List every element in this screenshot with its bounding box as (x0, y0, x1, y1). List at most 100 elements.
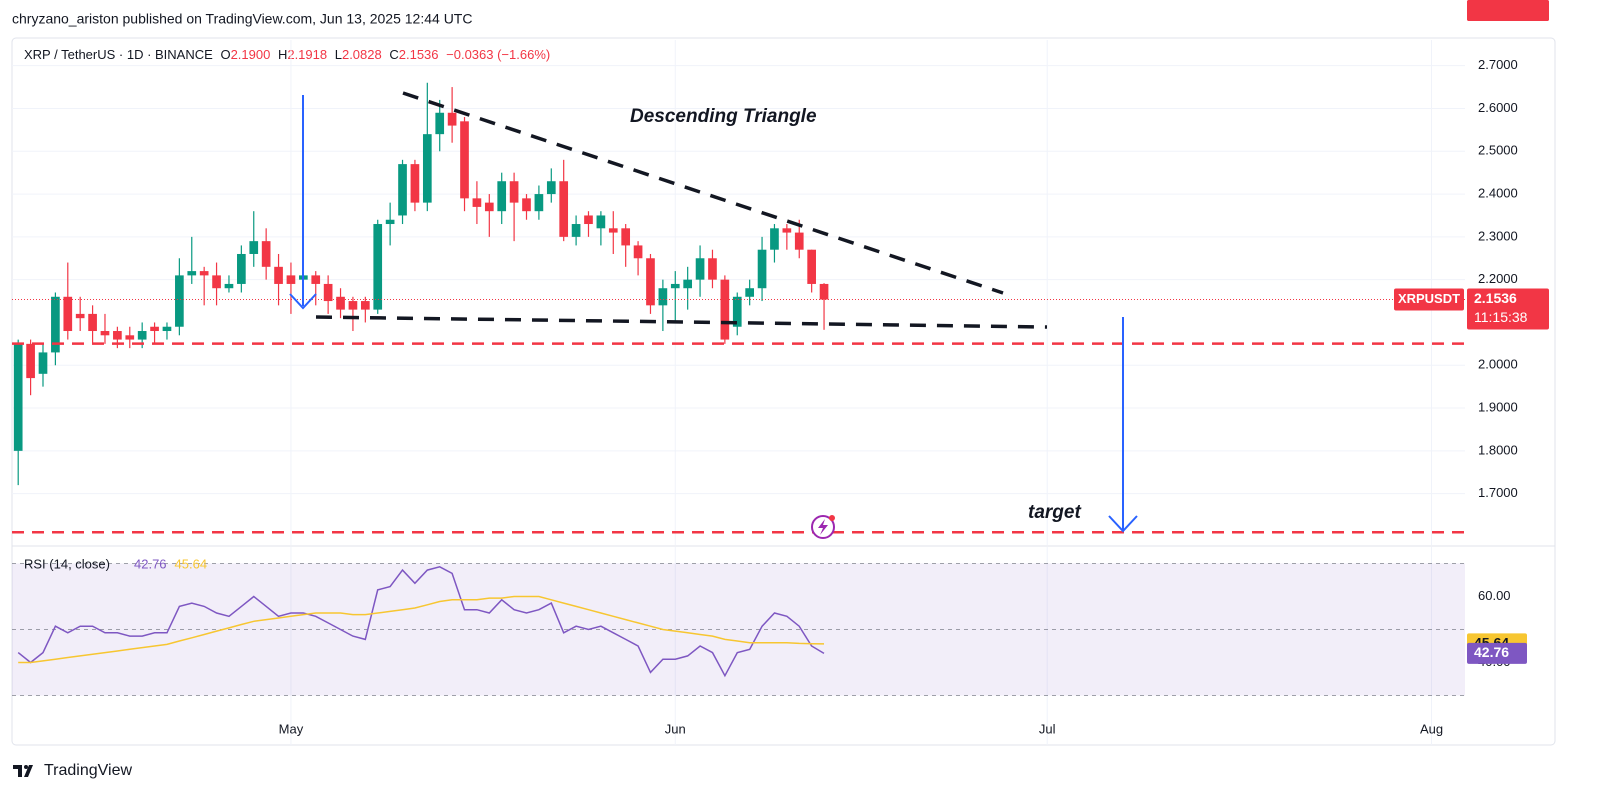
candle-body (348, 301, 358, 310)
y-tick-label: 2.0000 (1478, 357, 1518, 372)
candle-body (509, 181, 519, 203)
rsi-legend-value: 45.64 (175, 556, 208, 571)
candle-body (113, 331, 122, 340)
candle-body (162, 326, 172, 332)
candle-body (274, 266, 283, 284)
candle-body (584, 215, 593, 225)
rsi-line (18, 595, 825, 664)
candle-body (422, 134, 432, 203)
legend-value: 2.1900 (231, 47, 271, 62)
event-dot (829, 515, 835, 521)
candle-body (658, 288, 668, 306)
candle-body (75, 313, 85, 319)
rsi-line (17, 565, 825, 678)
y-tick-label: 2.2000 (1478, 271, 1518, 286)
candle-body (720, 279, 730, 340)
y-tick-label: 2.5000 (1478, 143, 1518, 158)
candle-body (187, 271, 197, 276)
rsi-tag-bg (1467, 642, 1527, 664)
candle-body (646, 258, 655, 306)
candle-body (261, 241, 271, 267)
level-tag: 1.6097 (1474, 523, 1517, 539)
candle-body (373, 224, 383, 310)
candle-body (38, 352, 48, 374)
symbol-legend: XRP / TetherUS · 1D · BINANCE O2.1900 H2… (24, 47, 550, 62)
target-label: target (1028, 502, 1081, 523)
candle-body (63, 296, 73, 332)
candle-body (311, 275, 321, 284)
price-tag-bg (1467, 288, 1549, 330)
arrow-head (1108, 515, 1138, 533)
candle-body (125, 335, 135, 340)
arrow-head (289, 293, 317, 310)
logo-mark (13, 765, 33, 777)
level-tag-bg (1467, 0, 1549, 21)
price-tag: 2.1536 (1474, 290, 1517, 306)
y-tick-label: 2.7000 (1478, 57, 1518, 72)
brand-name: TradingView (44, 762, 132, 779)
candle-body (212, 275, 221, 289)
legend-change: −0.0363 (−1.66%) (446, 47, 550, 62)
rsi-title: RSI (14, close) (24, 556, 110, 571)
symbol-tag: XRPUSDT (1398, 291, 1460, 306)
candle-body (336, 296, 345, 310)
candle-body (398, 164, 407, 216)
y-tick-label: 2.3000 (1478, 228, 1518, 243)
x-tick-label: Jun (665, 721, 686, 736)
candle-body (13, 343, 23, 451)
x-tick-label: Jul (1039, 721, 1056, 736)
x-tick-label: May (279, 721, 304, 736)
y-tick-label: 1.7000 (1478, 485, 1518, 500)
publisher-header: chryzano_ariston published on TradingVie… (12, 11, 472, 27)
rsi-legend-value: 42.76 (134, 556, 167, 571)
candle-body (460, 121, 469, 199)
candle-body (323, 283, 333, 302)
candle-body (522, 198, 531, 212)
candle-body (249, 241, 259, 254)
candle-body (447, 112, 457, 126)
candle-body (150, 326, 159, 332)
candle-body (596, 215, 606, 229)
y-tick-label: 2.6000 (1478, 100, 1518, 115)
candle-body (546, 181, 556, 195)
candle-body (175, 275, 184, 327)
candle-body (472, 198, 482, 207)
candle-body (571, 224, 581, 237)
candle-body (224, 283, 234, 289)
candle-body (88, 313, 97, 332)
candle-body (100, 331, 110, 336)
legend-value: 2.1536 (399, 47, 439, 62)
candle-body (807, 249, 816, 284)
candle-body (794, 232, 804, 250)
legend-key: O (220, 47, 230, 62)
candle-body (435, 112, 445, 135)
candle-body (385, 219, 395, 225)
level-tag: 2.0505 (1474, 334, 1517, 350)
candle-body (51, 296, 60, 353)
y-tick-label: 1.8000 (1478, 442, 1518, 457)
event-icon-bolt (818, 519, 828, 535)
candle-body (286, 275, 296, 284)
candle-body (608, 228, 618, 233)
plot-layer: May Jun Jul Aug 2.7000 2.6000 2.5000 2.4000 2.30… (12, 0, 1555, 745)
candle-body (497, 181, 507, 212)
candle-body (819, 283, 829, 300)
x-tick-label: Aug (1420, 721, 1443, 736)
y-tick-label: 2.4000 (1478, 186, 1518, 201)
candle-body (621, 228, 631, 246)
candle-body (199, 271, 209, 276)
symbol-tag-bg (1394, 288, 1464, 311)
logo-dot (24, 765, 28, 769)
legend-key: L (335, 47, 342, 62)
candle-body (770, 228, 779, 250)
legend-value: 2.0828 (342, 47, 382, 62)
y-tick-label: 60.00 (1478, 588, 1511, 603)
rsi-tag: 42.76 (1474, 644, 1509, 660)
candle-body (137, 331, 147, 340)
candle-body (559, 181, 569, 237)
candle-body (683, 279, 693, 289)
symbol: XRP / TetherUS · 1D · BINANCE (24, 47, 213, 62)
chart-frame (11, 37, 1556, 746)
legend-key: C (389, 47, 398, 62)
triangle-lower-line (315, 315, 1048, 329)
